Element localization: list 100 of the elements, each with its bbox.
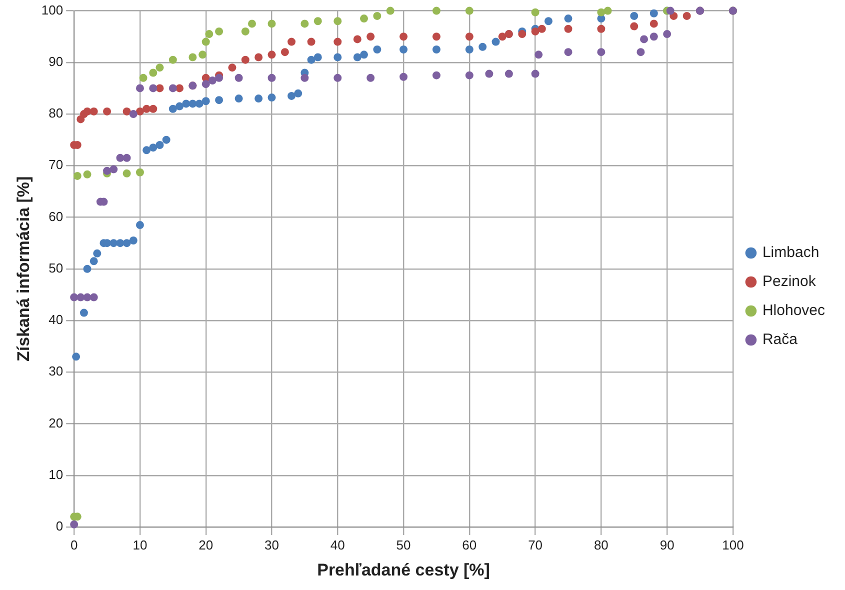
point: [215, 96, 224, 104]
point: [334, 53, 342, 62]
y-tick-label: 80: [48, 106, 64, 121]
x-tick-label: 10: [132, 537, 148, 552]
point: [640, 35, 648, 44]
point: [83, 107, 92, 116]
point: [386, 6, 394, 15]
point: [156, 141, 164, 150]
y-tick-label: 10: [48, 466, 64, 482]
point: [103, 166, 112, 175]
point: [300, 20, 309, 28]
point: [650, 9, 658, 18]
point: [432, 6, 440, 15]
point: [360, 50, 368, 59]
point: [268, 50, 276, 59]
point: [268, 20, 276, 28]
x-tick-label: 20: [198, 537, 214, 552]
point: [149, 144, 158, 152]
x-axis-title: Prehľadané cesty [%]: [317, 560, 490, 580]
point: [241, 27, 250, 36]
point: [188, 100, 197, 108]
point: [650, 20, 658, 28]
point: [129, 236, 138, 245]
point: [564, 14, 572, 23]
point: [366, 74, 375, 82]
x-tick-label: 0: [70, 537, 78, 552]
x-tick-label: 100: [722, 537, 744, 552]
x-tick-label: 60: [462, 537, 477, 552]
point: [636, 48, 645, 56]
point: [597, 8, 606, 16]
y-axis-title: Získaná informácia [%]: [14, 176, 33, 362]
point: [70, 520, 78, 528]
x-tick-label: 40: [330, 537, 345, 552]
point: [630, 12, 638, 20]
point: [465, 32, 474, 41]
legend-label: Limbach: [762, 244, 820, 262]
point: [234, 94, 243, 103]
point: [564, 48, 572, 56]
point: [72, 352, 80, 361]
point: [205, 30, 214, 38]
point: [538, 24, 546, 33]
point: [353, 35, 362, 44]
point: [182, 100, 190, 108]
point: [83, 264, 92, 273]
point: [139, 74, 148, 82]
point: [149, 84, 158, 92]
point: [208, 76, 216, 84]
point: [597, 24, 606, 33]
point: [360, 14, 368, 23]
point: [504, 70, 513, 78]
point: [80, 308, 88, 317]
point: [564, 24, 572, 33]
y-tick-label: 60: [48, 208, 64, 224]
point: [400, 46, 408, 54]
point: [666, 6, 674, 15]
x-tick-label: 90: [660, 537, 674, 552]
point: [215, 74, 224, 82]
point: [234, 74, 243, 82]
y-tick-label: 0: [56, 518, 64, 534]
point: [149, 68, 158, 77]
point: [168, 84, 177, 92]
point: [90, 257, 98, 266]
point: [136, 84, 144, 92]
point: [280, 48, 289, 56]
point: [498, 32, 506, 41]
point: [288, 38, 296, 46]
x-tick-label: 70: [528, 537, 543, 552]
point: [122, 107, 131, 116]
point: [531, 27, 540, 36]
point: [400, 32, 408, 41]
point: [93, 249, 102, 258]
point: [485, 70, 494, 78]
point: [103, 107, 112, 116]
y-tick-label: 20: [48, 415, 64, 430]
point: [268, 94, 276, 102]
point: [432, 32, 440, 41]
point: [176, 84, 184, 92]
point: [650, 32, 658, 41]
point: [110, 165, 118, 174]
point: [168, 56, 177, 64]
point: [307, 38, 316, 46]
point: [366, 32, 375, 41]
point: [195, 100, 204, 108]
point: [288, 92, 296, 100]
point: [162, 136, 170, 144]
point: [268, 74, 276, 82]
legend-label: Pezinok: [762, 273, 816, 290]
y-tick-label: 90: [48, 54, 64, 69]
point: [597, 48, 606, 56]
point: [136, 107, 144, 116]
point: [254, 94, 263, 103]
y-tick-label: 50: [48, 260, 64, 276]
point: [353, 53, 362, 62]
point: [663, 30, 672, 38]
point: [373, 12, 382, 20]
point: [314, 53, 322, 62]
point: [202, 97, 210, 106]
x-tick-label: 30: [264, 537, 279, 552]
point: [373, 46, 382, 54]
legend-label: Rača: [762, 331, 798, 348]
